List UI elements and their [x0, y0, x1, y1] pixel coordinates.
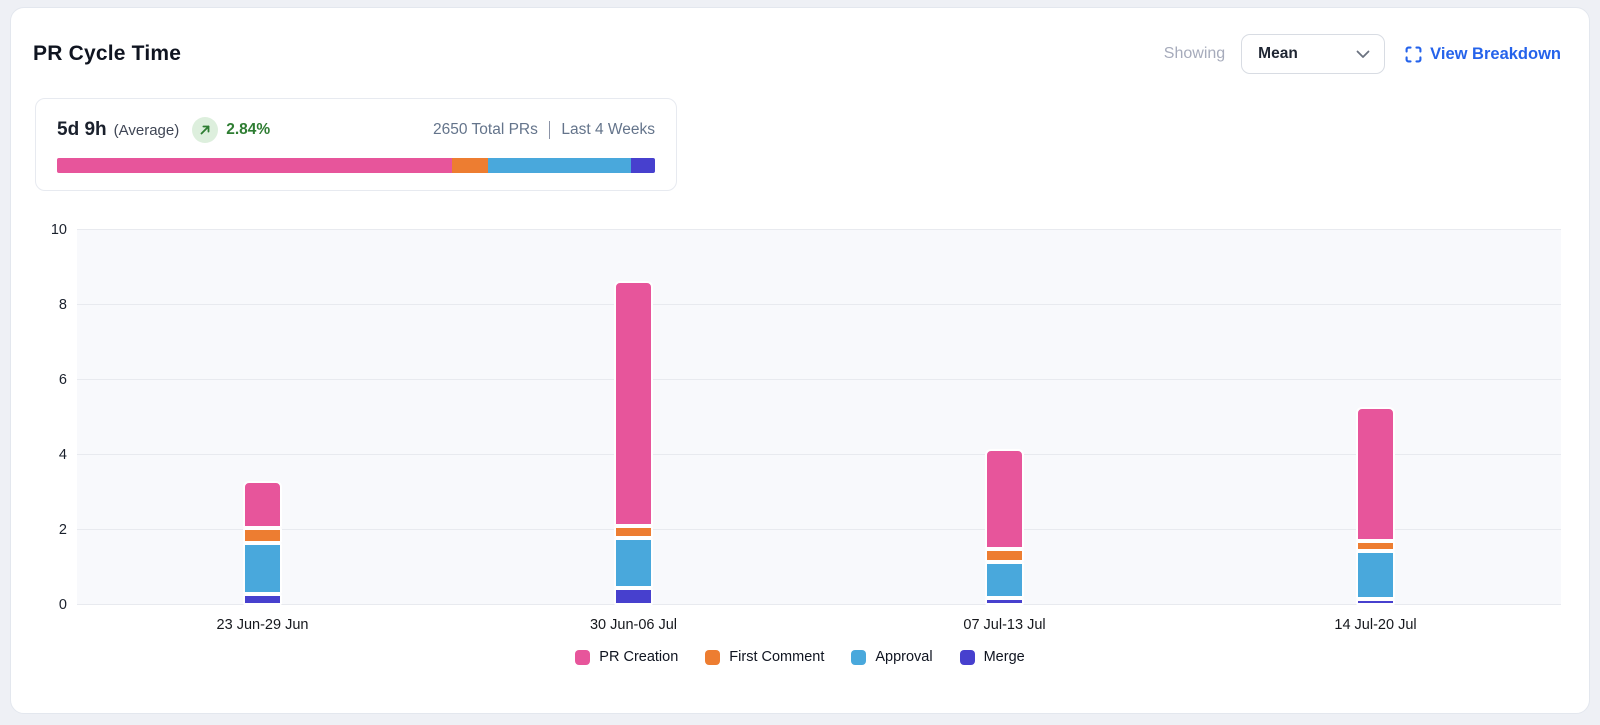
bar-segment-approval[interactable] [985, 561, 1024, 598]
bar-column-4 [1190, 230, 1561, 605]
gridline-y2 [77, 529, 1561, 530]
period-label: Last 4 Weeks [561, 121, 655, 138]
legend-label: First Comment [729, 649, 825, 665]
bar-column-3 [819, 230, 1190, 605]
chart-legend: PR Creation First Comment Approval Merge [11, 649, 1589, 665]
bar-column-2 [448, 230, 819, 605]
bar-segment-first-comment[interactable] [985, 548, 1024, 562]
chart: 0 2 4 6 8 10 23 Jun-29 Jun 30 Jun-06 Jul 07 Jul… [11, 222, 1589, 665]
legend-label: PR Creation [599, 649, 679, 665]
x-axis-label-2: 30 Jun-06 Jul [589, 617, 678, 633]
legend-item-pr-creation[interactable]: PR Creation [575, 649, 678, 665]
distribution-segment-first-comment [451, 158, 488, 173]
total-prs-label: 2650 Total PRs [433, 121, 538, 138]
distribution-segment-approval [487, 158, 632, 173]
gridline-y10 [77, 229, 1561, 230]
legend-swatch [705, 649, 721, 665]
gridline-y6 [77, 379, 1561, 380]
bar-segment-pr-creation[interactable] [1356, 407, 1395, 541]
average-value: 5d 9h [57, 119, 107, 140]
chevron-down-icon [1356, 50, 1370, 59]
summary-card: 5d 9h (Average) 2.84% 2650 Total PRs Las… [35, 98, 677, 191]
delta-percent: 2.84% [226, 121, 271, 138]
x-axis: 23 Jun-29 Jun 30 Jun-06 Jul 07 Jul-13 Jul 1… [77, 617, 1561, 633]
x-axis-label-4: 14 Jul-20 Jul [1334, 617, 1417, 633]
bar-segment-approval[interactable] [1356, 550, 1395, 600]
gridline-y0 [77, 604, 1561, 605]
distribution-segment-merge [631, 158, 655, 173]
legend-swatch [851, 649, 867, 665]
bar-segment-merge[interactable] [1356, 599, 1395, 605]
legend-label: Approval [875, 649, 933, 665]
showing-label: Showing [1163, 45, 1226, 62]
legend-item-approval[interactable]: Approval [851, 649, 933, 665]
x-axis-label-3: 07 Jul-13 Jul [963, 617, 1046, 633]
x-axis-label-1: 23 Jun-29 Jun [216, 617, 309, 633]
bar-segment-approval[interactable] [243, 543, 282, 594]
metric-dropdown-value: Mean [1258, 45, 1298, 62]
bar-segment-merge[interactable] [614, 588, 653, 605]
summary-meta: 2650 Total PRs Last 4 Weeks [433, 121, 655, 139]
view-breakdown-label: View Breakdown [1430, 44, 1561, 63]
bar-segment-merge[interactable] [985, 597, 1024, 605]
meta-divider [548, 121, 551, 139]
bar-segment-pr-creation[interactable] [243, 481, 282, 529]
legend-item-merge[interactable]: Merge [959, 649, 1025, 665]
y-tick-label-0: 0 [58, 597, 67, 613]
bar-segment-pr-creation[interactable] [985, 449, 1024, 549]
distribution-segment-pr-creation [57, 158, 452, 173]
stacked-bar-2[interactable] [614, 280, 653, 605]
bar-segment-merge[interactable] [243, 593, 282, 605]
view-breakdown-link[interactable]: View Breakdown [1405, 45, 1561, 64]
stacked-bar-1[interactable] [243, 481, 282, 605]
bar-column-1 [77, 230, 448, 605]
y-tick-label-10: 10 [50, 222, 67, 238]
stacked-bar-3[interactable] [985, 449, 1024, 605]
metric-dropdown[interactable]: Mean [1241, 34, 1386, 74]
y-tick-label-8: 8 [58, 297, 67, 313]
average-qualifier: (Average) [113, 121, 180, 139]
stacked-bar-4[interactable] [1356, 407, 1395, 605]
y-tick-label-6: 6 [58, 372, 67, 388]
bar-segment-first-comment[interactable] [614, 526, 653, 538]
arrow-up-right-icon [200, 125, 210, 135]
legend-swatch [959, 649, 975, 665]
panel-header: PR Cycle Time Showing Mean View [11, 8, 1589, 74]
gridline-y4 [77, 454, 1561, 455]
legend-label: Merge [983, 649, 1025, 665]
bar-segment-first-comment[interactable] [243, 528, 282, 544]
plot-area: 0 2 4 6 8 10 [51, 222, 1561, 613]
gridline-y8 [77, 304, 1561, 305]
expand-icon [1405, 46, 1422, 63]
page-title: PR Cycle Time [33, 42, 182, 65]
bar-segment-first-comment[interactable] [1356, 540, 1395, 551]
header-controls: Showing Mean View Breakdown [1164, 34, 1561, 74]
y-tick-label-4: 4 [58, 447, 67, 463]
legend-swatch [575, 649, 591, 665]
pr-cycle-time-panel: PR Cycle Time Showing Mean View [10, 7, 1590, 714]
y-tick-label-2: 2 [58, 522, 67, 538]
cycle-distribution-bar [57, 158, 655, 173]
bar-segment-pr-creation[interactable] [614, 280, 653, 527]
trend-badge [192, 117, 219, 143]
bar-segment-approval[interactable] [614, 537, 653, 589]
legend-item-first-comment[interactable]: First Comment [705, 649, 824, 665]
